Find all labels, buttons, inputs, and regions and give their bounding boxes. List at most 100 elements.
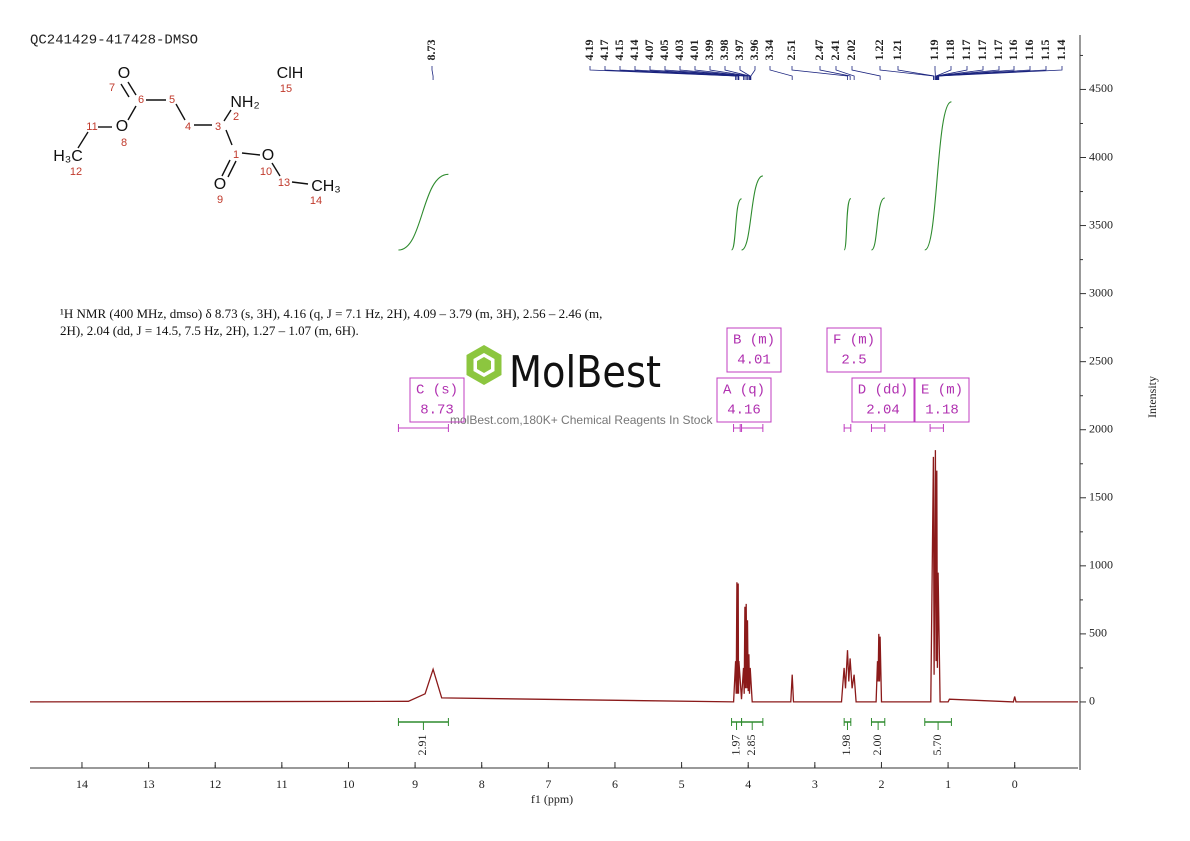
multiplet-box — [716, 377, 772, 423]
atom-number: 13 — [278, 177, 290, 189]
bond — [271, 162, 281, 177]
atom-number: 4 — [185, 121, 191, 133]
y-tick-label: 500 — [1089, 626, 1107, 640]
watermark-tagline: molBest.com,180K+ Chemical Reagents In S… — [450, 413, 713, 427]
x-tick-label: 3 — [812, 777, 818, 791]
peak-leader — [634, 66, 740, 80]
peak-leader — [851, 66, 881, 80]
peak-leader — [937, 66, 1031, 80]
peak-label: 1.14 — [1054, 40, 1068, 61]
y-tick-label: 2000 — [1089, 421, 1113, 435]
x-tick-label: 4 — [745, 777, 751, 791]
multiplet-label: C (s) — [416, 383, 458, 399]
x-tick-label: 1 — [945, 777, 951, 791]
y-tick-label: 1500 — [1089, 490, 1113, 504]
multiplet-label: E (m) — [921, 383, 963, 399]
peak-leader — [709, 66, 750, 80]
bond — [120, 83, 130, 98]
y-tick-label: 2500 — [1089, 353, 1113, 367]
atom-number: 3 — [215, 121, 221, 133]
peak-leader — [649, 66, 744, 80]
peak-label: 1.16 — [1022, 40, 1036, 61]
bond — [241, 152, 261, 156]
peak-leader — [879, 66, 934, 80]
integral-label: 2.00 — [870, 735, 884, 756]
peak-leader — [769, 66, 793, 80]
integral-label: 1.97 — [728, 735, 742, 756]
integral-curve — [731, 198, 743, 251]
integral-label: 5.70 — [930, 735, 944, 756]
x-tick-label: 5 — [679, 777, 685, 791]
peak-leader — [694, 66, 748, 80]
x-tick-label: 14 — [76, 777, 88, 791]
atom-number: 11 — [86, 121, 97, 133]
multiplet-shift: 2.04 — [866, 403, 900, 419]
peak-label: 1.21 — [890, 40, 904, 61]
peak-leader — [835, 66, 855, 80]
x-axis-label: f1 (ppm) — [531, 792, 573, 806]
x-tick-label: 6 — [612, 777, 618, 791]
peak-label: 1.17 — [991, 40, 1005, 61]
peak-label: 8.73 — [424, 40, 438, 61]
peak-label: 4.19 — [582, 40, 596, 61]
peak-label: 3.99 — [702, 40, 716, 61]
peak-leader — [937, 66, 1047, 80]
peak-label: 2.47 — [812, 40, 826, 61]
x-tick-label: 10 — [342, 777, 354, 791]
multiplet-box — [726, 327, 782, 373]
integral-curve — [741, 175, 764, 251]
peak-label: 3.98 — [717, 40, 731, 61]
peak-leader — [936, 66, 1000, 80]
multiplet-label: F (m) — [833, 333, 875, 349]
atom-number: 10 — [260, 166, 272, 178]
atom-number: 7 — [109, 82, 115, 94]
y-tick-label: 4500 — [1089, 81, 1113, 95]
atom-number: 5 — [169, 94, 175, 106]
integral-label: 2.85 — [744, 735, 758, 756]
peak-label: 2.02 — [844, 40, 858, 61]
bond — [77, 131, 89, 149]
atom-label: CH₃ — [311, 178, 341, 195]
bond — [127, 105, 137, 121]
atom-number: 12 — [70, 166, 82, 178]
peak-leader — [750, 66, 756, 80]
y-tick-label: 0 — [1089, 694, 1095, 708]
logo — [466, 344, 502, 386]
atom-label: H₃C — [53, 148, 83, 165]
y-axis-label: Intensity — [1145, 376, 1159, 418]
peak-leader — [431, 66, 434, 80]
x-tick-label: 12 — [209, 777, 221, 791]
peak-label: 1.18 — [943, 40, 957, 61]
peak-label: 4.14 — [627, 40, 641, 61]
integral-label: 1.98 — [839, 735, 853, 756]
x-tick-label: 9 — [412, 777, 418, 791]
peak-label: 2.41 — [828, 40, 842, 61]
atom-number: 1 — [233, 149, 239, 161]
atom-label: O — [214, 176, 226, 193]
multiplet-box — [851, 377, 915, 423]
multiplet-label: D (dd) — [858, 383, 908, 399]
integral-curve — [870, 197, 886, 251]
bond — [175, 103, 186, 121]
peak-label: 2.51 — [784, 40, 798, 61]
peak-leader — [679, 66, 747, 80]
peak-leader — [935, 66, 952, 80]
peak-leader — [938, 66, 1063, 80]
peak-label: 3.96 — [747, 40, 761, 61]
integral-label: 2.91 — [415, 735, 429, 756]
y-tick-label: 1000 — [1089, 558, 1113, 572]
peak-label: 1.22 — [872, 40, 886, 61]
peak-label: 4.17 — [597, 40, 611, 61]
atom-label: NH₂ — [230, 94, 259, 111]
peak-leader — [897, 66, 935, 80]
peak-leader — [724, 66, 750, 80]
peak-label: 1.17 — [975, 40, 989, 61]
peak-label: 4.07 — [642, 40, 656, 61]
x-tick-label: 2 — [878, 777, 884, 791]
multiplet-shift: 8.73 — [420, 403, 454, 419]
description: ¹H NMR (400 MHz, dmso) δ 8.73 (s, 3H), 4… — [60, 306, 603, 338]
multiplet-label: A (q) — [723, 383, 765, 399]
atom-label: O — [262, 147, 274, 164]
bond — [225, 129, 233, 146]
bond — [291, 181, 309, 185]
